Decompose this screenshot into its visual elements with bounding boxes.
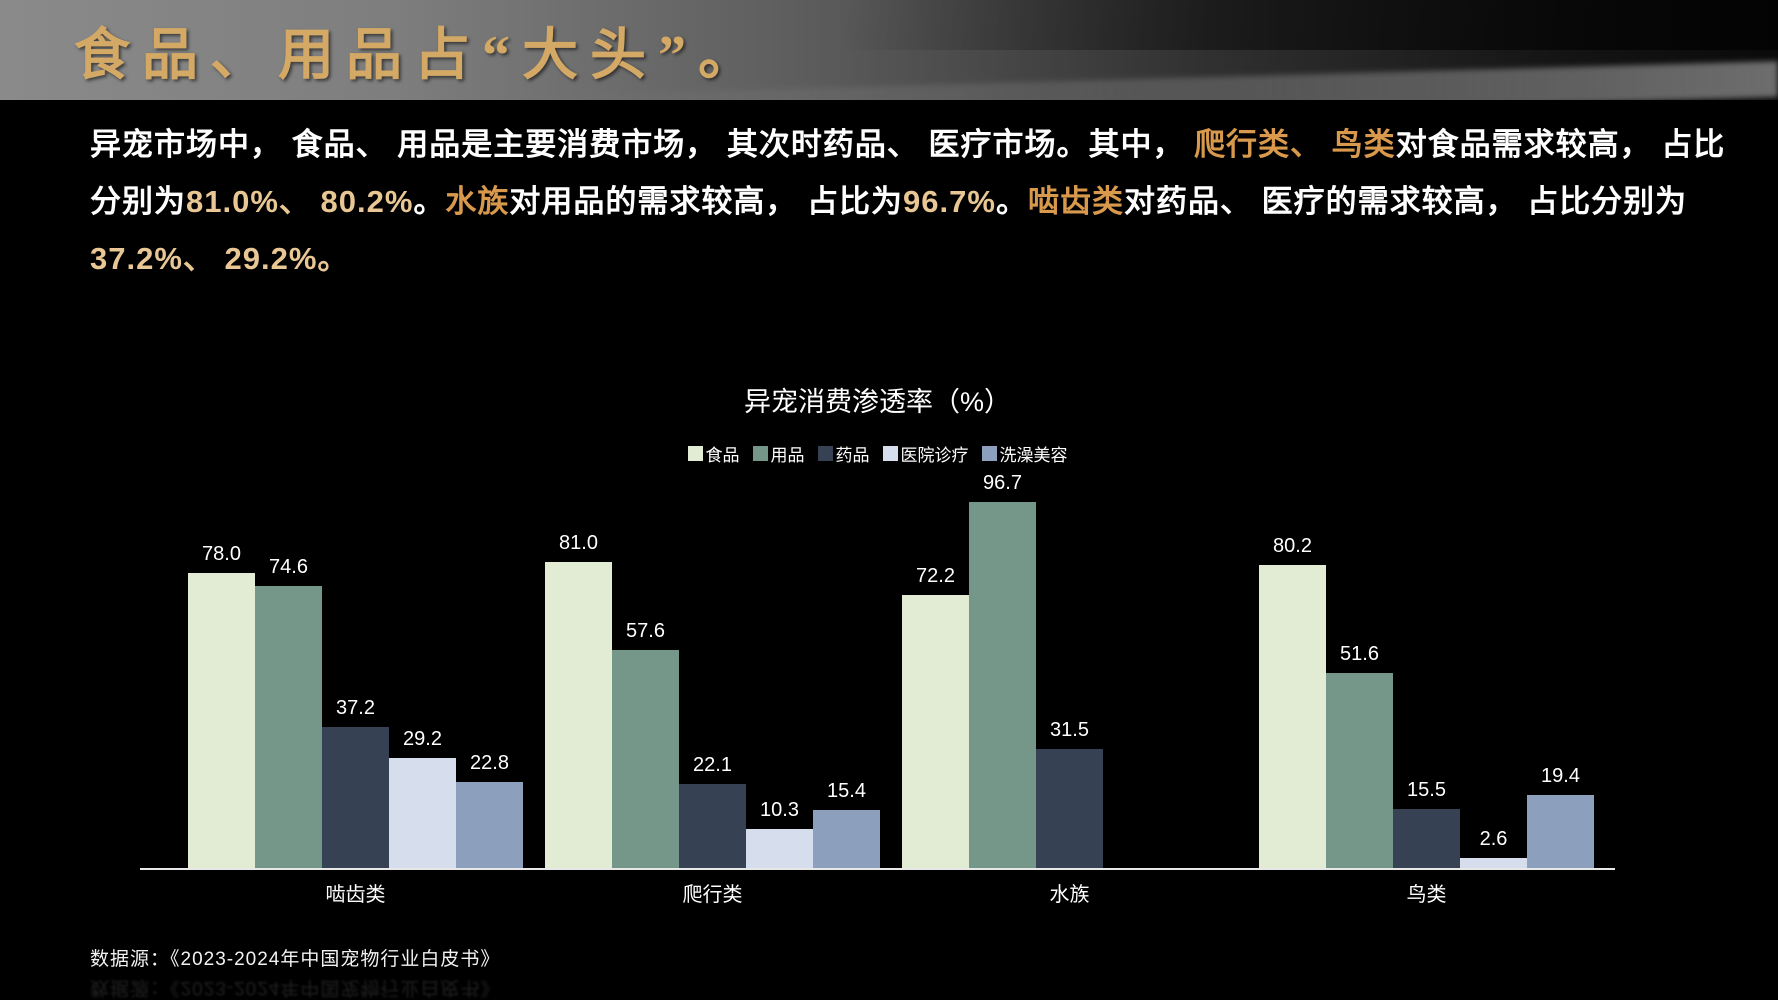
text-segment: 对食品需求较高， 占比 xyxy=(1395,127,1726,162)
text-segment: 对用品的需求较高， 占比为 xyxy=(509,184,904,219)
chart-plot-area: 78.0 74.6 37.2 29.2 22.8 81.0 57.6 22.1 10.3 15.4… xyxy=(140,472,1615,868)
text-segment: 81.0%、 80.2% xyxy=(186,184,414,219)
legend-item: 食品 xyxy=(687,441,740,466)
bar xyxy=(969,502,1036,868)
legend-label: 洗澡美容 xyxy=(999,446,1068,465)
legend-swatch-icon xyxy=(817,446,833,461)
bar-value-label: 15.4 xyxy=(827,779,866,802)
bar-value-label: 15.5 xyxy=(1407,779,1446,802)
bar-value-label: 29.2 xyxy=(403,727,442,750)
legend-label: 医院诊疗 xyxy=(900,446,969,465)
bar-value-label: 96.7 xyxy=(983,472,1022,495)
legend-swatch-icon xyxy=(882,446,898,461)
bar xyxy=(389,757,456,868)
bar xyxy=(1393,809,1460,868)
text-segment: 。 xyxy=(995,184,1028,219)
data-source-note: 数据源：《2023-2024年中国宠物行业白皮书》 xyxy=(90,949,501,970)
text-segment: 对药品、 医疗的需求较高， 占比分别为 xyxy=(1123,184,1688,219)
bar xyxy=(1259,564,1326,868)
chart-legend: 食品 用品 药品 医院诊疗 洗澡美容 xyxy=(140,441,1615,466)
bar-value-label: 22.8 xyxy=(470,751,509,774)
bar xyxy=(255,586,322,868)
bar xyxy=(612,650,679,868)
bar xyxy=(1527,794,1594,868)
legend-swatch-icon xyxy=(752,446,768,461)
paragraph-line: 异宠市场中， 食品、 用品是主要消费市场， 其次时药品、 医疗市场。其中， 爬行… xyxy=(90,116,1740,173)
bar-group: 72.2 96.7 31.5 xyxy=(902,472,1237,868)
bar-value-label: 19.4 xyxy=(1541,764,1580,787)
bar xyxy=(679,784,746,868)
bar-value-label: 72.2 xyxy=(916,565,955,588)
bar xyxy=(545,561,612,868)
text-segment: 啮齿类 xyxy=(1027,184,1124,219)
chart-title: 异宠消费渗透率（%） xyxy=(743,387,1011,417)
bar-value-label: 74.6 xyxy=(269,556,308,579)
text-segment: 96.7% xyxy=(903,184,996,219)
bar-chart: 异宠消费渗透率（%） 食品 用品 药品 医院诊疗 洗澡美容 78.0 74.6 37.2 29… xyxy=(140,375,1615,908)
body-paragraph: 异宠市场中， 食品、 用品是主要消费市场， 其次时药品、 医疗市场。其中， 爬行… xyxy=(90,116,1740,287)
legend-swatch-icon xyxy=(687,446,703,461)
bar xyxy=(1460,858,1527,868)
bar-group: 81.0 57.6 22.1 10.3 15.4 xyxy=(545,488,880,868)
text-segment: 异宠市场中， 食品、 用品是主要消费市场， 其次时药品、 医疗市场。其中， xyxy=(90,127,1195,162)
paragraph-line: 37.2%、 29.2%。 xyxy=(90,230,1740,287)
text-segment: 37.2%、 29.2%。 xyxy=(90,241,350,276)
legend-item: 用品 xyxy=(752,441,805,466)
category-label: 水族 xyxy=(1049,884,1090,906)
legend-label: 药品 xyxy=(835,446,870,465)
legend-item: 洗澡美容 xyxy=(981,441,1068,466)
data-source-reflection: 数据源：《2023-2024年中国宠物行业白皮书》 xyxy=(90,977,501,998)
bar-group: 78.0 74.6 37.2 29.2 22.8 xyxy=(188,488,523,868)
legend-label: 用品 xyxy=(770,446,805,465)
bar-value-label: 10.3 xyxy=(760,799,799,822)
category-label: 啮齿类 xyxy=(325,884,386,906)
bar-value-label: 22.1 xyxy=(693,754,732,777)
bar-value-label: 31.5 xyxy=(1050,718,1089,741)
bar-value-label: 37.2 xyxy=(336,697,375,720)
bar-value-label: 2.6 xyxy=(1479,828,1508,851)
bar xyxy=(902,595,969,868)
bar-value-label: 80.2 xyxy=(1273,534,1312,557)
header-band: 食品、用品占“大头”。 xyxy=(0,0,1778,100)
paragraph-line: 分别为81.0%、 80.2%。水族对用品的需求较高， 占比为96.7%。啮齿类… xyxy=(90,173,1740,230)
text-segment: 。 xyxy=(413,184,446,219)
bar xyxy=(813,809,880,868)
text-segment: 水族 xyxy=(445,184,510,219)
category-label: 爬行类 xyxy=(682,884,743,906)
bar xyxy=(1326,672,1393,868)
bar-value-label: 78.0 xyxy=(202,543,241,566)
text-segment: 爬行类、 鸟类 xyxy=(1194,127,1396,162)
bar xyxy=(322,727,389,868)
legend-label: 食品 xyxy=(705,446,740,465)
legend-item: 药品 xyxy=(817,441,870,466)
category-axis-labels: 啮齿类 爬行类 水族 鸟类 xyxy=(140,878,1615,908)
x-axis-line xyxy=(140,868,1615,870)
bar xyxy=(1036,748,1103,868)
category-label: 鸟类 xyxy=(1406,884,1447,906)
bar-value-label: 51.6 xyxy=(1340,642,1379,665)
page-title: 食品、用品占“大头”。 xyxy=(74,25,766,87)
bar-group: 80.2 51.6 15.5 2.6 19.4 xyxy=(1259,488,1594,868)
legend-item: 医院诊疗 xyxy=(882,441,969,466)
bar xyxy=(746,829,813,868)
bar xyxy=(188,573,255,868)
bar xyxy=(456,781,523,868)
bar-value-label: 81.0 xyxy=(559,531,598,554)
bar-value-label: 57.6 xyxy=(626,620,665,643)
text-segment: 分别为 xyxy=(90,184,186,219)
legend-swatch-icon xyxy=(981,446,997,461)
